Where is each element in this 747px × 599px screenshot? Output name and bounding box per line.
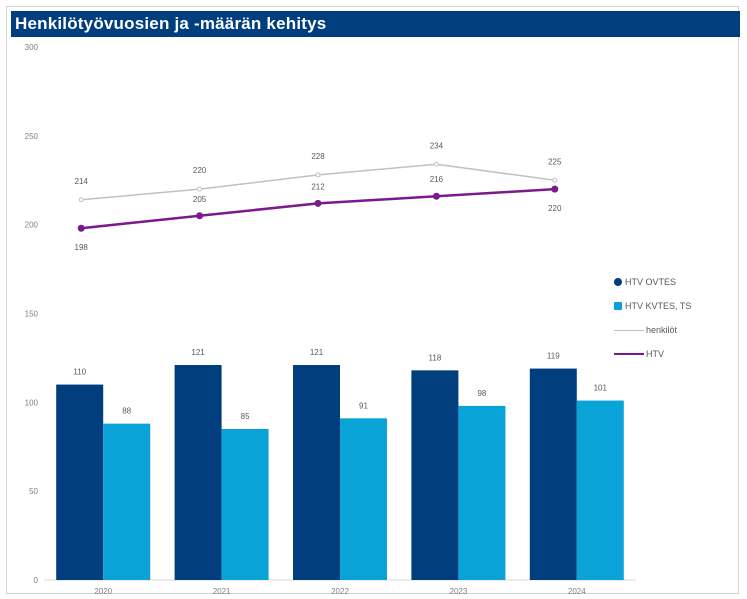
bar-data-label: 121: [191, 348, 205, 357]
legend-swatch-htv-kvtes: [614, 302, 622, 310]
legend-item-htv-kvtes: HTV KVTES, TS: [614, 294, 739, 318]
bar-htv-ovtes: [293, 365, 340, 580]
legend-label-henkilot: henkilöt: [646, 325, 678, 335]
line-htv-marker: [551, 185, 559, 193]
htv-data-label: 212: [311, 182, 325, 191]
bar-data-label: 119: [547, 352, 560, 361]
legend-label-htv-kvtes: HTV KVTES, TS: [625, 301, 692, 311]
henkilot-data-label: 225: [548, 157, 562, 166]
bar-htv-kvtes: [576, 400, 624, 580]
bar-htv-ovtes: [411, 370, 459, 580]
htv-data-label: 216: [430, 175, 444, 184]
line-henkilot-marker: [315, 172, 321, 178]
line-henkilot-marker: [78, 197, 84, 203]
x-tick-label: 2020: [94, 587, 112, 596]
x-tick-label: 2021: [213, 587, 231, 596]
bar-data-label: 101: [594, 384, 608, 393]
bar-htv-kvtes: [103, 423, 151, 580]
chart-title-bar: Henkilötyövuosien ja -määrän kehitys: [11, 11, 740, 37]
y-tick-label: 300: [25, 43, 39, 52]
line-henkilot-marker: [197, 186, 203, 192]
y-tick-label: 250: [25, 132, 39, 141]
legend-swatch-htv: [614, 353, 644, 355]
bar-data-label: 118: [429, 353, 442, 362]
legend-item-htv-ovtes: HTV OVTES: [614, 270, 739, 294]
line-htv-marker: [432, 192, 440, 200]
bar-htv-ovtes: [529, 368, 577, 580]
legend-label-htv-ovtes: HTV OVTES: [625, 277, 677, 287]
chart-title: Henkilötyövuosien ja -määrän kehitys: [15, 14, 327, 33]
line-htv-marker: [196, 212, 204, 220]
legend-swatch-htv-ovtes: [614, 278, 622, 286]
y-tick-label: 50: [29, 487, 38, 496]
legend-swatch-henkilot: [614, 329, 644, 331]
legend-item-htv: HTV: [614, 342, 739, 366]
line-htv: [81, 187, 555, 230]
bar-htv-ovtes: [56, 384, 104, 580]
htv-data-label: 198: [75, 243, 89, 252]
line-htv-marker: [77, 224, 85, 232]
bar-data-label: 121: [310, 348, 324, 357]
bar-htv-ovtes: [174, 365, 222, 580]
y-tick-label: 0: [34, 576, 39, 585]
henkilot-data-label: 228: [311, 152, 325, 161]
bar-data-label: 85: [241, 412, 250, 421]
bar-htv-kvtes: [458, 405, 506, 580]
chart-legend: HTV OVTES HTV KVTES, TS henkilöt HTV: [614, 270, 739, 366]
htv-data-label: 205: [193, 195, 207, 204]
henkilot-data-label: 220: [193, 166, 207, 175]
bar-htv-kvtes: [340, 418, 387, 580]
bar-data-label: 88: [122, 407, 131, 416]
y-tick-label: 150: [25, 310, 39, 319]
y-tick-label: 200: [25, 221, 39, 230]
htv-data-label: 220: [548, 204, 562, 213]
bar-htv-kvtes: [221, 428, 269, 580]
x-tick-label: 2022: [331, 587, 349, 596]
x-tick-label: 2024: [568, 587, 586, 596]
line-htv-marker: [314, 199, 322, 207]
legend-label-htv: HTV: [646, 349, 664, 359]
y-tick-label: 100: [25, 398, 39, 407]
bar-data-label: 91: [359, 401, 368, 410]
henkilot-data-label: 214: [75, 177, 89, 186]
line-henkilot-marker: [433, 161, 439, 167]
line-henkilot-marker: [552, 177, 558, 183]
x-tick-label: 2023: [450, 587, 468, 596]
henkilot-data-label: 234: [430, 141, 444, 150]
bar-data-label: 98: [477, 389, 486, 398]
legend-item-henkilot: henkilöt: [614, 318, 739, 342]
bar-data-label: 110: [73, 368, 86, 377]
